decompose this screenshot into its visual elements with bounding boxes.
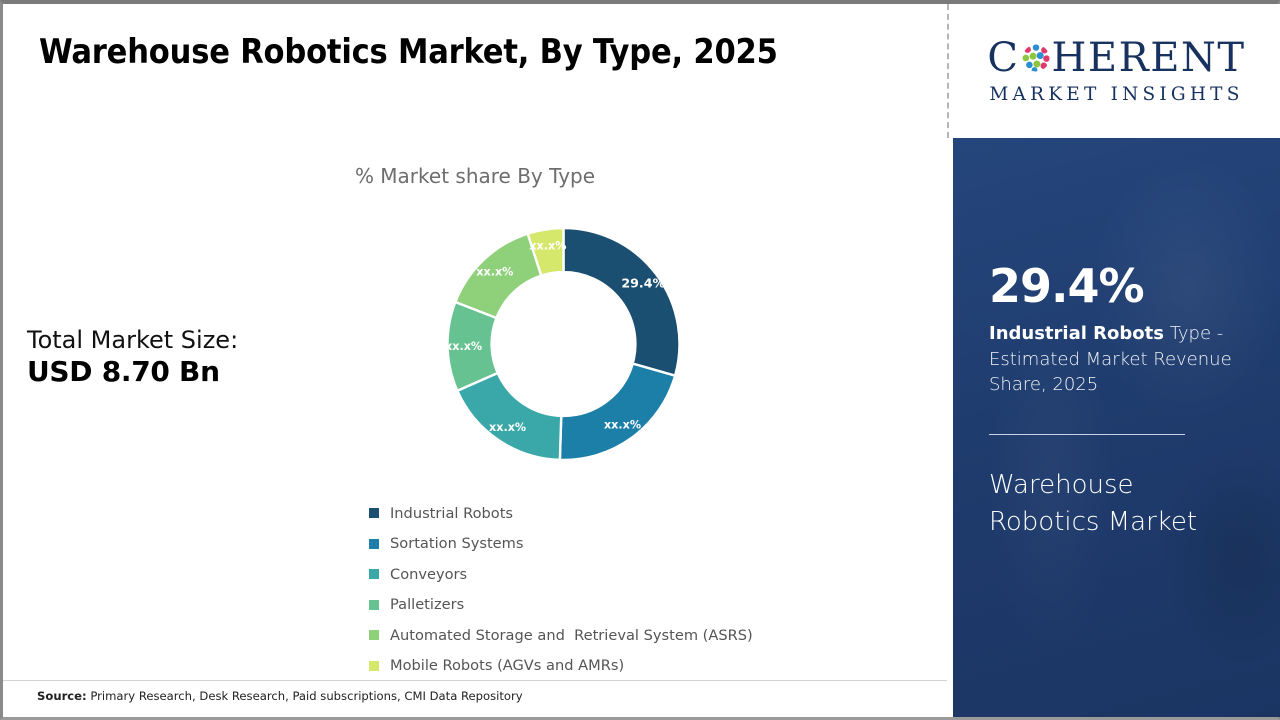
highlight-panel-rule [989,433,1185,435]
main-content-area: Warehouse Robotics Market, By Type, 2025… [3,4,947,717]
globe-dots-icon [1020,42,1051,73]
source-label: Source: [37,689,87,703]
legend-item[interactable]: Industrial Robots [369,498,929,529]
legend-item-label: Mobile Robots (AGVs and AMRs) [390,657,625,675]
donut-slice[interactable] [558,362,677,462]
total-market-size: Total Market Size: USD 8.70 Bn [27,326,238,389]
legend-item[interactable]: Mobile Robots (AGVs and AMRs) [369,651,929,682]
donut-slice-label: xx.x% [604,419,641,432]
legend-item-label: Industrial Robots [390,504,514,522]
legend-swatch-icon [369,660,379,671]
footer-divider [3,680,947,681]
highlight-stat-description: Industrial Robots Type - Estimated Marke… [989,321,1244,398]
legend-item-label: Conveyors [390,565,468,583]
total-market-size-label: Total Market Size: [27,326,239,354]
highlight-panel: 29.4% Industrial Robots Type - Estimated… [953,138,1280,717]
source-text: Primary Research, Desk Research, Paid su… [86,689,523,703]
donut-slice[interactable] [526,226,565,278]
legend-item[interactable]: Automated Storage and Retrieval System (… [369,620,929,651]
donut-slice-label: 29.4% [621,276,665,291]
highlight-panel-subject: Warehouse Robotics Market [989,469,1198,537]
donut-slice-label: xx.x% [489,421,526,434]
total-market-size-value: USD 8.70 Bn [27,355,220,389]
highlight-stat-value: 29.4% [989,259,1145,313]
chart-subtitle: % Market share By Type [354,164,596,188]
donut-slice-label: xx.x% [529,239,566,252]
legend-item-label: Sortation Systems [390,535,524,553]
logo-letter-c: C [987,34,1020,81]
donut-slice[interactable] [455,371,563,462]
legend-swatch-icon [369,538,379,549]
donut-slice-label: xx.x% [476,265,513,278]
legend-item[interactable]: Palletizers [369,590,929,621]
legend-item[interactable]: Sortation Systems [369,529,929,560]
legend-swatch-icon [369,599,379,610]
chart-legend: Industrial Robots Sortation Systems Convey… [369,498,929,681]
donut-slices [446,226,681,462]
donut-slice[interactable] [562,226,681,378]
source-line: Source: Primary Research, Desk Research,… [37,689,523,703]
legend-item[interactable]: Conveyors [369,559,929,590]
donut-chart: 29.4% xx.x% xx.x% xx.x% xx.x% xx.x% [446,226,681,462]
logo-wordmark: C HERENT [987,38,1245,78]
donut-slice-labels: 29.4% xx.x% xx.x% xx.x% xx.x% xx.x% [446,239,665,434]
legend-swatch-icon [369,569,379,580]
donut-slice-label: xx.x% [446,340,482,353]
donut-chart-svg: 29.4% xx.x% xx.x% xx.x% xx.x% xx.x% [446,226,681,462]
page-title: Warehouse Robotics Market, By Type, 2025 [39,32,778,72]
brand-logo: C HERENT MARKET INSIGHTS [953,4,1280,138]
highlight-stat-segment-name: Industrial Robots [989,323,1164,344]
legend-item-label: Palletizers [390,596,465,614]
legend-item-label: Automated Storage and Retrieval System (… [390,626,753,644]
legend-swatch-icon [369,630,379,641]
highlight-panel-background [953,138,1280,717]
highlight-stat-description-rest: Type - Estimated Market Revenue Share, 2… [989,323,1232,396]
vertical-dashed-divider [947,4,949,138]
logo-letters-herent: HERENT [1051,34,1246,81]
logo-tagline: MARKET INSIGHTS [989,83,1244,105]
legend-swatch-icon [369,508,379,519]
